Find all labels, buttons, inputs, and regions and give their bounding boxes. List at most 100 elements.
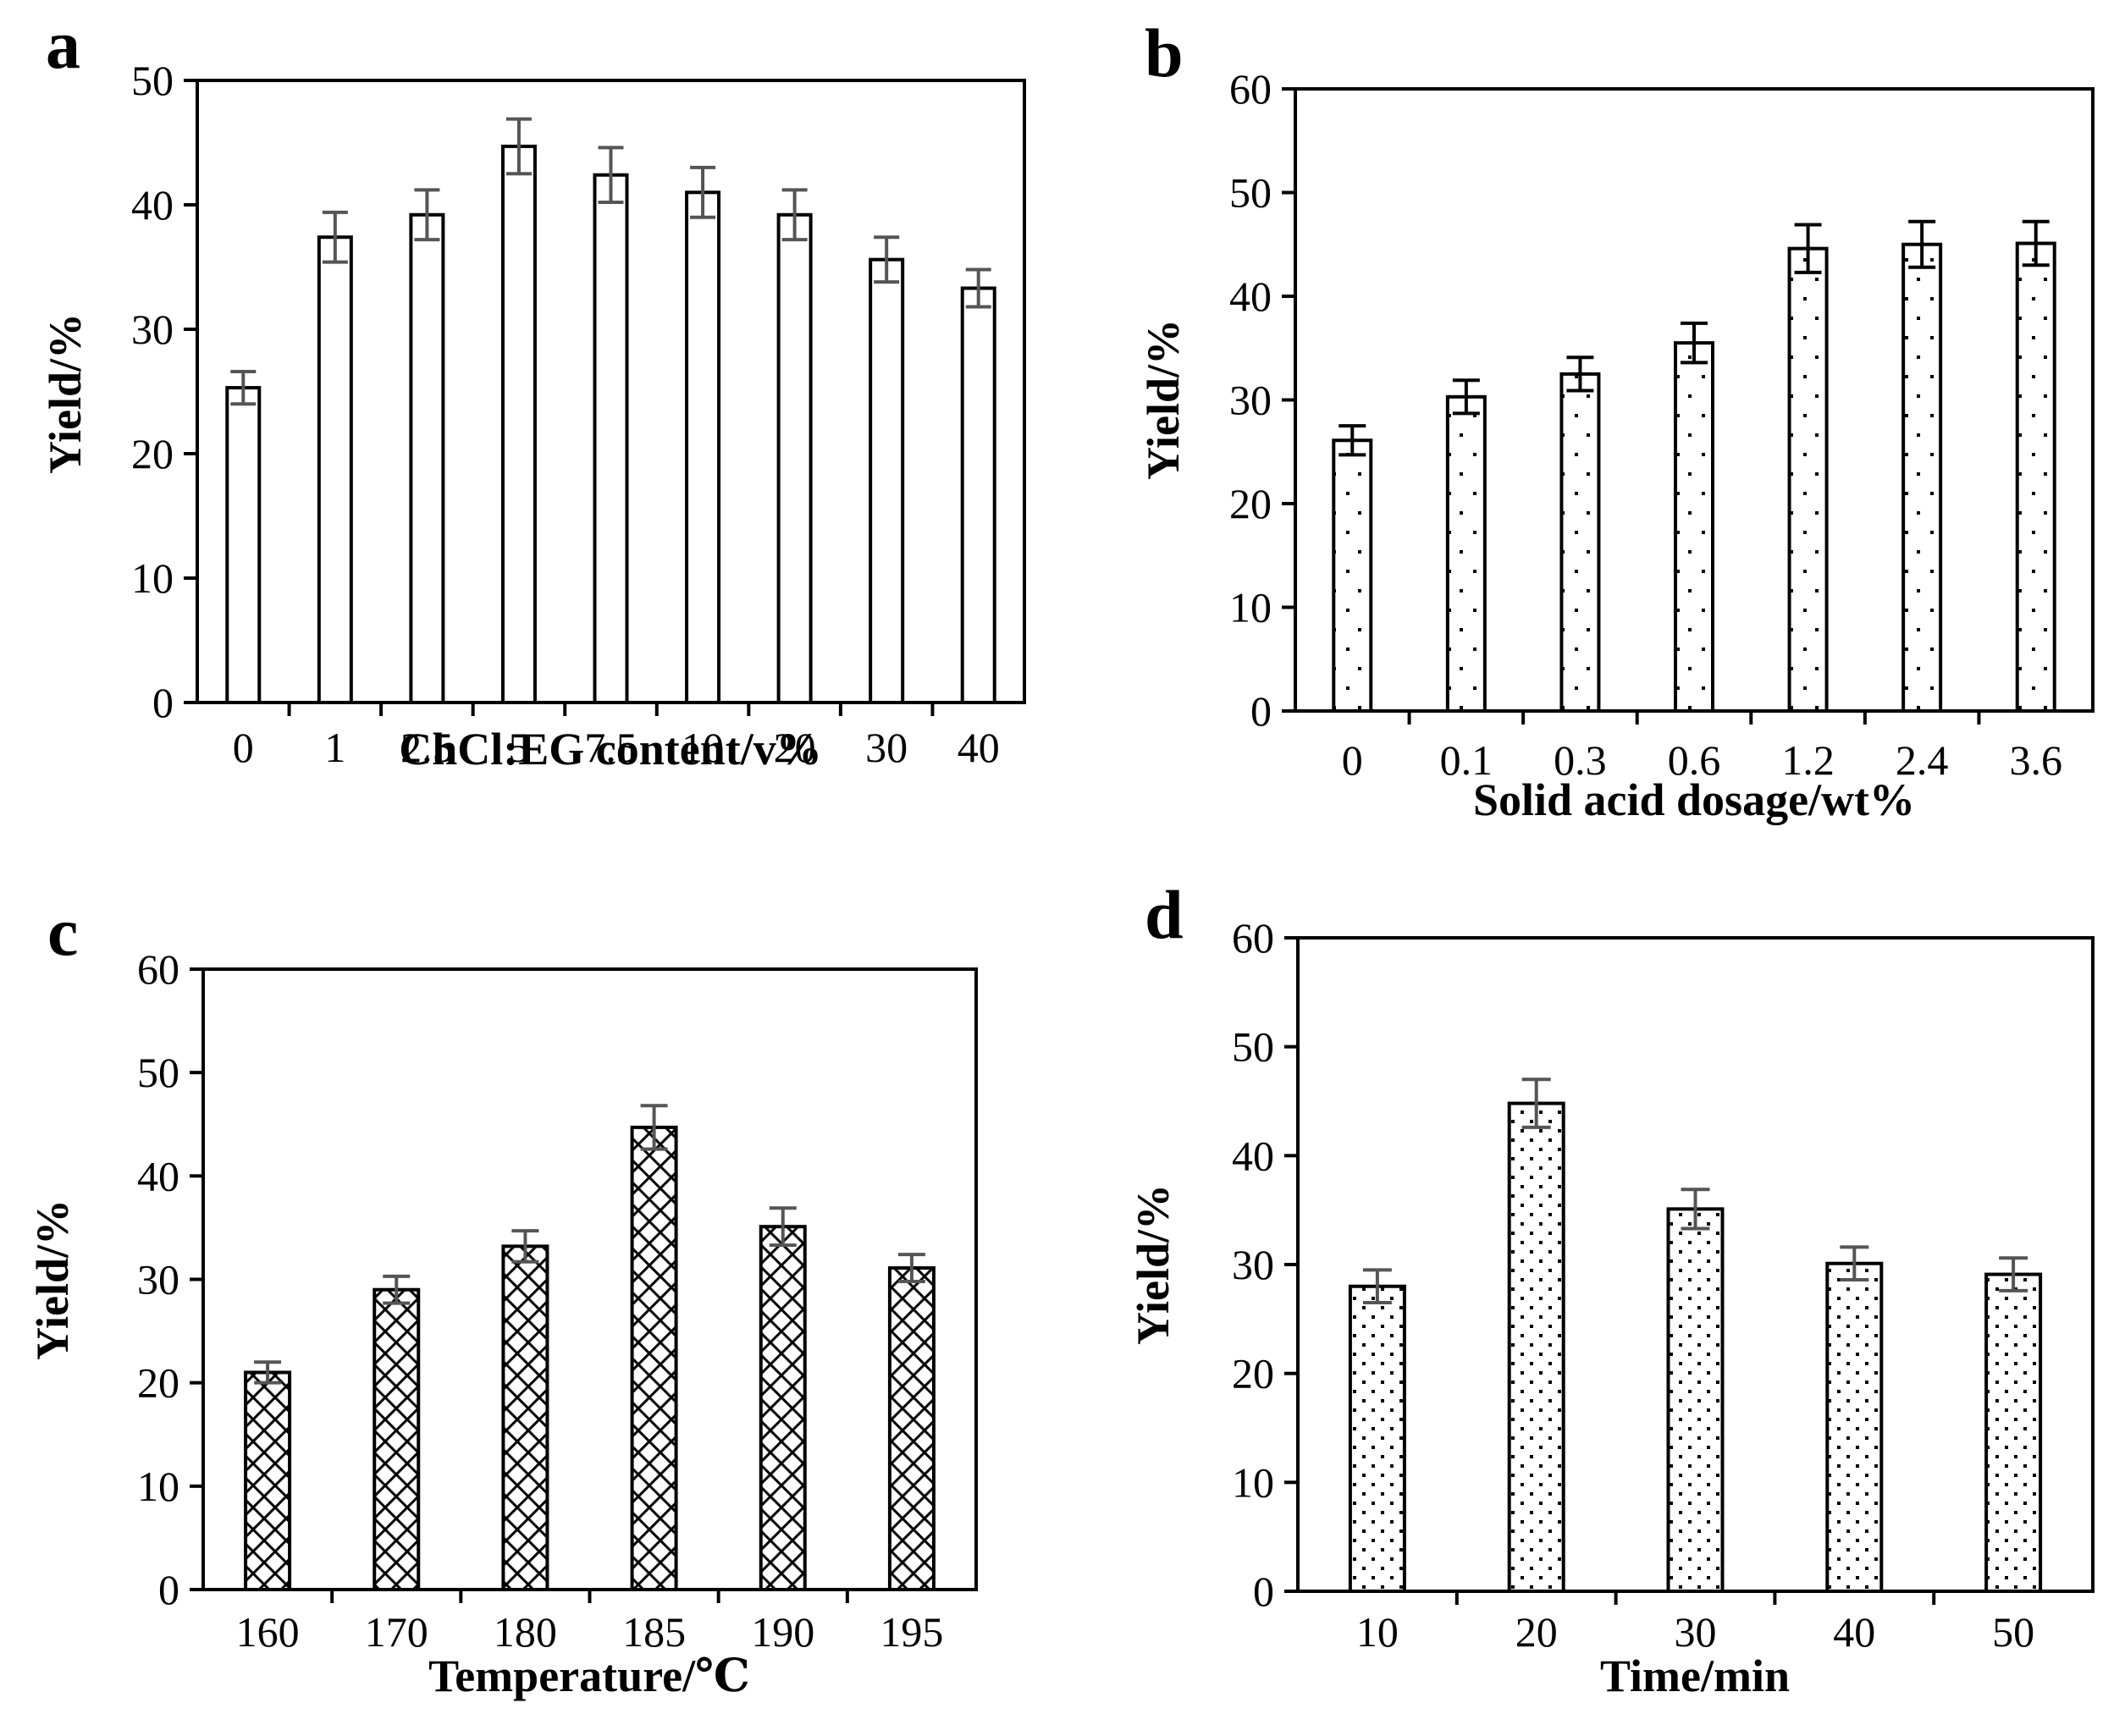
y-tick-label: 0 <box>158 1566 179 1613</box>
x-tick-label: 0 <box>233 724 254 771</box>
plot-frame <box>1296 936 2095 1593</box>
x-tick-label: 185 <box>622 1608 686 1656</box>
x-tick-label: 10 <box>1356 1608 1399 1656</box>
plot-frame <box>196 79 1026 704</box>
y-tick-label: 50 <box>131 57 174 104</box>
bar <box>630 1125 678 1592</box>
y-tick-label: 50 <box>1229 169 1272 217</box>
bar <box>1984 1272 2043 1593</box>
x-tick-label: 0 <box>1342 736 1363 784</box>
x-axis-title: Temperature/℃ <box>428 1651 750 1701</box>
bar <box>373 1287 421 1591</box>
bar <box>1332 438 1373 714</box>
bar <box>869 257 905 704</box>
bar <box>1901 242 1943 713</box>
bar <box>1787 246 1829 713</box>
y-tick-label: 0 <box>1250 687 1272 735</box>
bar <box>960 286 996 704</box>
bar <box>1559 372 1601 713</box>
x-tick-label: 195 <box>880 1608 943 1656</box>
y-tick-label: 10 <box>137 1463 179 1510</box>
plot-frame <box>201 967 978 1591</box>
bar <box>593 173 629 705</box>
bar <box>1674 341 1714 713</box>
bar <box>1348 1284 1406 1593</box>
y-tick-label: 60 <box>1229 65 1272 113</box>
bar <box>1445 394 1487 713</box>
y-tick-label: 60 <box>1232 914 1274 962</box>
y-tick-label: 50 <box>137 1049 179 1096</box>
y-tick-label: 10 <box>1229 584 1272 631</box>
x-tick-label: 160 <box>236 1608 300 1656</box>
x-tick-label: 5 <box>508 724 529 771</box>
x-tick-label: 40 <box>958 724 1000 771</box>
y-tick-label: 10 <box>131 554 174 602</box>
y-tick-label: 40 <box>1229 273 1272 320</box>
bar <box>500 144 537 705</box>
x-tick-label: 1.2 <box>1781 736 1835 784</box>
x-tick-label: 1 <box>324 724 345 771</box>
y-tick-label: 40 <box>1232 1132 1274 1179</box>
bar <box>776 212 813 704</box>
bar <box>1666 1207 1725 1593</box>
x-tick-label: 0.6 <box>1668 736 1721 784</box>
y-axis-title: Yield/% <box>1128 1184 1178 1345</box>
x-axis-title: Time/min <box>1600 1651 1790 1701</box>
y-tick-label: 20 <box>137 1359 179 1407</box>
plot-frame <box>1294 87 2095 713</box>
y-tick-label: 30 <box>131 306 174 353</box>
y-tick-label: 30 <box>1229 377 1272 424</box>
x-tick-label: 20 <box>774 724 816 771</box>
x-tick-label: 0.1 <box>1440 736 1493 784</box>
bar <box>409 212 445 704</box>
bar <box>685 190 721 705</box>
x-tick-label: 7.5 <box>584 724 638 771</box>
bar <box>244 1370 292 1591</box>
x-tick-label: 170 <box>365 1608 428 1656</box>
chart-panel-c: c 0 10 20 30 40 50 60 160 170 180 185 190 195 Temperat… <box>27 893 978 1701</box>
y-axis-title: Yield/% <box>40 313 91 474</box>
y-tick-label: 30 <box>137 1256 179 1303</box>
x-tick-label: 3.6 <box>2009 736 2062 784</box>
y-axis-title: Yield/% <box>1138 319 1189 480</box>
y-tick-label: 20 <box>1232 1350 1274 1397</box>
chart-panel-b: b 0 10 20 30 40 50 60 0 0.1 0.3 0.6 1.2 2.4 3.6 Solid a… <box>1138 14 2095 825</box>
x-tick-label: 2.4 <box>1896 736 1949 784</box>
bar <box>2015 241 2056 713</box>
y-tick-label: 40 <box>137 1152 179 1199</box>
bar <box>887 1266 936 1591</box>
x-tick-label: 20 <box>1515 1608 1558 1656</box>
panel-label: c <box>47 893 78 970</box>
panel-label: d <box>1145 876 1184 953</box>
x-tick-label: 180 <box>494 1608 557 1656</box>
x-tick-label: 2.5 <box>400 724 454 771</box>
bar <box>225 386 262 704</box>
chart-panel-a: a 0 10 20 30 40 50 0 1 2.5 5 7.5 10 20 30 40 ChCl:EG con… <box>40 6 1026 774</box>
x-tick-label: 0.3 <box>1554 736 1607 784</box>
x-tick-label: 10 <box>682 724 724 771</box>
x-tick-label: 190 <box>751 1608 814 1656</box>
y-tick-label: 0 <box>152 679 174 726</box>
y-tick-label: 20 <box>1229 480 1272 527</box>
bar <box>501 1244 549 1591</box>
y-tick-label: 30 <box>1232 1241 1274 1288</box>
chart-panel-d: d 0 10 20 30 40 50 60 10 20 30 40 50 Time/min Yield/% <box>1128 876 2095 1701</box>
bar <box>759 1225 807 1591</box>
y-tick-label: 60 <box>137 945 179 993</box>
y-tick-label: 10 <box>1232 1458 1274 1506</box>
y-axis-title: Yield/% <box>27 1199 78 1360</box>
y-tick-label: 50 <box>1232 1023 1274 1071</box>
y-tick-label: 0 <box>1253 1568 1274 1615</box>
panel-label: b <box>1145 14 1184 91</box>
x-axis-title: Solid acid dosage/wt% <box>1473 774 1915 825</box>
y-tick-label: 20 <box>131 430 174 477</box>
bar <box>317 235 353 705</box>
x-tick-label: 50 <box>1992 1608 2034 1656</box>
y-tick-label: 40 <box>131 181 174 229</box>
x-tick-label: 30 <box>1675 1608 1717 1656</box>
panel-label: a <box>46 6 80 83</box>
x-tick-label: 30 <box>865 724 908 771</box>
bar <box>1825 1261 1884 1594</box>
x-tick-label: 40 <box>1833 1608 1875 1656</box>
